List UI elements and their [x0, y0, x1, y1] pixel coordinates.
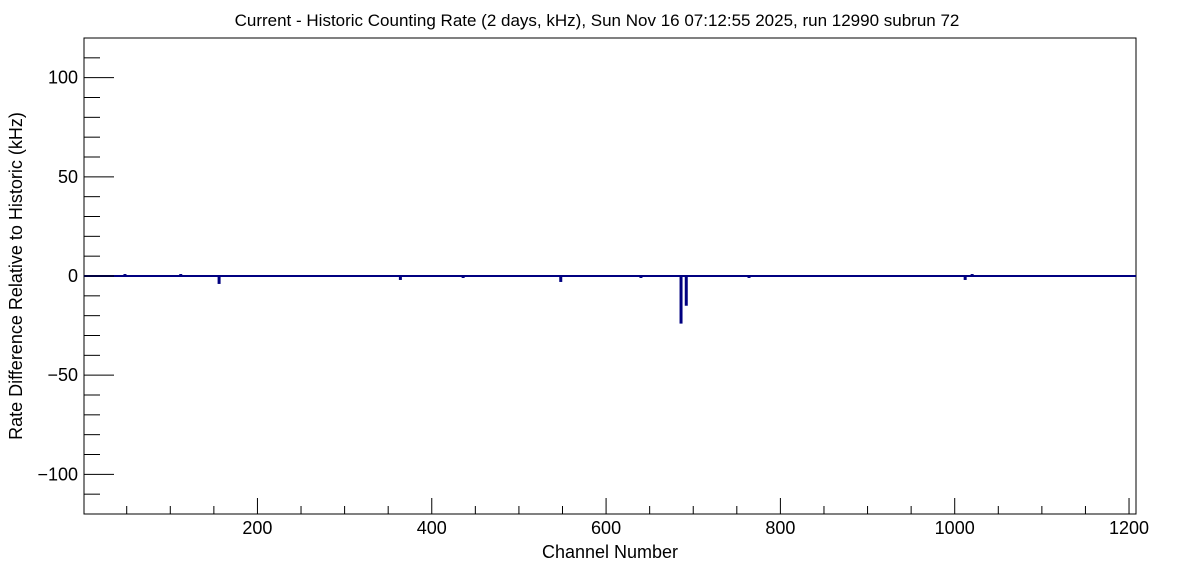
x-axis-label: Channel Number [542, 542, 678, 562]
y-tick-label: 0 [68, 266, 78, 286]
x-tick-label: 200 [242, 518, 272, 538]
x-axis: 200 400 600 800 1000 1200 [126, 498, 1149, 538]
x-tick-label: 1200 [1109, 518, 1149, 538]
x-tick-label: 800 [765, 518, 795, 538]
y-tick-label: −100 [37, 464, 78, 484]
y-axis-label: Rate Difference Relative to Historic (kH… [6, 112, 26, 440]
y-tick-label: −50 [47, 365, 78, 385]
bar [398, 276, 402, 280]
bar [963, 276, 967, 280]
bar [217, 276, 221, 284]
bar [559, 276, 563, 282]
chart-title: Current - Historic Counting Rate (2 days… [235, 11, 960, 30]
bar [684, 276, 688, 306]
y-axis: −100 −50 0 50 100 [37, 57, 114, 495]
x-tick-label: 600 [591, 518, 621, 538]
y-tick-label: 50 [58, 167, 78, 187]
y-tick-label: 100 [48, 68, 78, 88]
bars [123, 274, 974, 324]
x-tick-label: 400 [417, 518, 447, 538]
x-tick-label: 1000 [935, 518, 975, 538]
bar [679, 276, 683, 324]
